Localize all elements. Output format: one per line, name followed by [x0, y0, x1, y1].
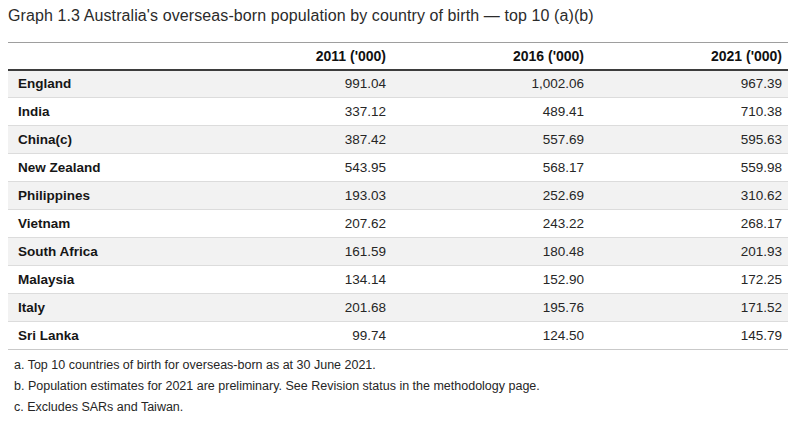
value-2011-cell: 193.03: [194, 182, 392, 210]
value-2016-cell: 1,002.06: [392, 70, 590, 98]
value-2016-cell: 152.90: [392, 266, 590, 294]
value-2021-cell: 172.25: [590, 266, 788, 294]
value-2016-cell: 195.76: [392, 294, 590, 322]
value-2021-cell: 595.63: [590, 126, 788, 154]
footnote-a: a. Top 10 countries of birth for oversea…: [14, 355, 792, 376]
table-title: Graph 1.3 Australia's overseas-born popu…: [8, 6, 792, 26]
value-2011-cell: 134.14: [194, 266, 392, 294]
value-2016-cell: 568.17: [392, 154, 590, 182]
country-cell: China(c): [8, 126, 194, 154]
value-2011-cell: 337.12: [194, 98, 392, 126]
value-2011-cell: 991.04: [194, 70, 392, 98]
footnote-b: b. Population estimates for 2021 are pre…: [14, 376, 792, 397]
footnotes: a. Top 10 countries of birth for oversea…: [14, 355, 792, 418]
column-header-2016: 2016 ('000): [392, 43, 590, 70]
population-table: 2011 ('000) 2016 ('000) 2021 ('000) Engl…: [8, 42, 788, 350]
table-row: China(c) 387.42 557.69 595.63: [8, 126, 788, 154]
value-2021-cell: 268.17: [590, 210, 788, 238]
table-row: Italy 201.68 195.76 171.52: [8, 294, 788, 322]
table-row: India 337.12 489.41 710.38: [8, 98, 788, 126]
table-row: New Zealand 543.95 568.17 559.98: [8, 154, 788, 182]
value-2011-cell: 99.74: [194, 322, 392, 350]
table-row: Sri Lanka 99.74 124.50 145.79: [8, 322, 788, 350]
table-row: South Africa 161.59 180.48 201.93: [8, 238, 788, 266]
value-2011-cell: 161.59: [194, 238, 392, 266]
country-cell: South Africa: [8, 238, 194, 266]
value-2016-cell: 243.22: [392, 210, 590, 238]
value-2021-cell: 201.93: [590, 238, 788, 266]
column-header-2021: 2021 ('000): [590, 43, 788, 70]
value-2011-cell: 387.42: [194, 126, 392, 154]
table-header-row: 2011 ('000) 2016 ('000) 2021 ('000): [8, 43, 788, 70]
country-cell: Malaysia: [8, 266, 194, 294]
table-body: England 991.04 1,002.06 967.39 India 337…: [8, 70, 788, 350]
value-2021-cell: 967.39: [590, 70, 788, 98]
column-header-country: [8, 43, 194, 70]
footnote-c: c. Excludes SARs and Taiwan.: [14, 397, 792, 418]
country-cell: Philippines: [8, 182, 194, 210]
table-row: Philippines 193.03 252.69 310.62: [8, 182, 788, 210]
value-2011-cell: 543.95: [194, 154, 392, 182]
value-2021-cell: 559.98: [590, 154, 788, 182]
page: Graph 1.3 Australia's overseas-born popu…: [0, 0, 800, 421]
country-cell: Italy: [8, 294, 194, 322]
value-2016-cell: 489.41: [392, 98, 590, 126]
value-2011-cell: 201.68: [194, 294, 392, 322]
value-2016-cell: 124.50: [392, 322, 590, 350]
table-header: 2011 ('000) 2016 ('000) 2021 ('000): [8, 43, 788, 70]
value-2021-cell: 710.38: [590, 98, 788, 126]
value-2016-cell: 252.69: [392, 182, 590, 210]
value-2016-cell: 557.69: [392, 126, 590, 154]
column-header-2011: 2011 ('000): [194, 43, 392, 70]
value-2016-cell: 180.48: [392, 238, 590, 266]
value-2021-cell: 310.62: [590, 182, 788, 210]
table-row: England 991.04 1,002.06 967.39: [8, 70, 788, 98]
value-2021-cell: 171.52: [590, 294, 788, 322]
value-2021-cell: 145.79: [590, 322, 788, 350]
table-row: Vietnam 207.62 243.22 268.17: [8, 210, 788, 238]
country-cell: Sri Lanka: [8, 322, 194, 350]
country-cell: New Zealand: [8, 154, 194, 182]
table-row: Malaysia 134.14 152.90 172.25: [8, 266, 788, 294]
country-cell: Vietnam: [8, 210, 194, 238]
value-2011-cell: 207.62: [194, 210, 392, 238]
country-cell: England: [8, 70, 194, 98]
country-cell: India: [8, 98, 194, 126]
